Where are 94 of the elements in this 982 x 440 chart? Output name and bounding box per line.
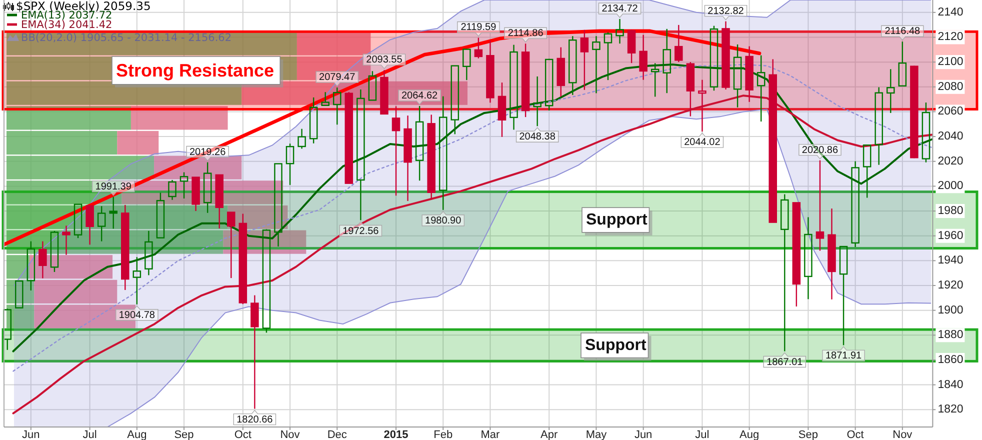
annotation: 2114.86 [508,28,544,40]
x-tick-label: Jul [695,429,710,440]
candlestick [392,106,400,196]
y-tick-label: 1980 [938,205,964,218]
y-tick-label: 1880 [938,329,964,342]
y-tick-label: 1920 [938,279,964,292]
annotation: 2132.82 [708,6,744,17]
annotation: 2020.86 [802,144,838,156]
candlestick [415,105,424,182]
y-tick-label: 2060 [938,106,964,118]
x-tick-label: Nov [280,429,300,440]
annotation: 2119.59 [460,22,497,34]
candlestick [745,46,754,103]
x-tick-label: 2015 [384,429,408,440]
x-tick-label: May [586,429,608,440]
annotation: 1980.90 [425,215,462,226]
candlestick [250,294,259,410]
y-tick-label: 1900 [938,304,964,316]
candlestick [427,114,436,200]
y-tick-label: 1960 [938,230,964,242]
candlestick [592,36,600,94]
band-label: Strong Resistance [116,60,274,80]
candlestick [639,34,648,80]
candlestick [486,40,494,104]
x-tick-label: Feb [434,429,453,440]
candlestick [816,160,824,252]
line-series [4,29,762,246]
legend-label: EMA(13) 2037.72 [21,10,112,22]
candlestick [756,54,766,122]
annotation: 2019.26 [189,146,226,158]
candlestick [662,28,672,94]
x-tick-label: Oct [234,429,252,440]
annotation: 2116.48 [884,26,921,38]
annotation: 2044.02 [684,137,721,148]
candlestick [556,46,566,98]
x-tick-label: Apr [540,429,558,440]
legend-label: EMA(34) 2041.42 [21,19,112,31]
candlestick [804,216,812,300]
annotation: 2093.55 [366,54,403,66]
y-tick-label: 1840 [938,378,964,391]
y-tick-label: 1820 [938,404,964,416]
y-tick-label: 2100 [938,56,964,68]
x-tick-label: Sep [174,429,194,440]
annotation: 1867.01 [766,356,804,368]
x-tick-label: Jul [82,429,97,440]
x-tick-label: Jun [634,429,652,440]
y-tick-label: 2120 [938,31,964,44]
annotation: 2134.72 [602,3,638,14]
annotation: 2048.38 [519,132,556,143]
candlestick [851,160,860,248]
annotation: 1871.91 [825,350,862,362]
candlestick [828,208,836,300]
candlestick [533,76,542,127]
y-tick-label: 2000 [938,180,964,192]
annotation: 1904.78 [118,310,156,321]
annotation: 2064.62 [401,90,438,102]
x-tick-label: Mar [480,429,500,440]
legend-label: BB(20,2.0) 1905.65 - 2031.14 - 2156.62 [21,32,232,44]
annotation: 1991.39 [95,181,132,192]
candlestick [568,36,577,96]
candlestick [356,88,365,221]
x-tick-label: Dec [327,429,348,440]
candlestick [38,240,47,279]
candlestick [144,230,153,276]
y-tick-label: 1860 [938,354,964,366]
candlestick [404,114,412,202]
annotation: 1972.56 [342,226,380,237]
band-label: Support [585,336,647,354]
candlestick [886,68,895,114]
x-tick-label: Jun [22,429,40,440]
candlestick [733,44,742,108]
x-tick-label: Aug [127,429,147,440]
candlestick [498,82,506,138]
candlestick [168,179,176,200]
candlestick [132,256,142,305]
candlestick [109,196,118,230]
band-label: Support [586,212,648,229]
y-tick-label: 2020 [938,155,964,168]
candlestick [616,18,624,44]
y-tick-label: 1940 [938,254,964,267]
candlestick [62,225,70,256]
x-tick-label: Oct [846,429,864,440]
y-tick-label: 2080 [938,80,964,93]
x-tick-label: Nov [892,429,913,440]
annotation: 2079.47 [319,72,356,84]
x-tick-label: Sep [798,429,818,440]
candlestick [510,44,518,130]
candlestick [203,162,212,214]
candlestick [438,96,448,210]
annotation: 1820.66 [236,414,274,426]
candlestick [698,79,706,132]
y-tick-label: 2140 [938,6,964,18]
y-tick-label: 2040 [938,130,964,143]
x-tick-label: Aug [740,429,760,440]
